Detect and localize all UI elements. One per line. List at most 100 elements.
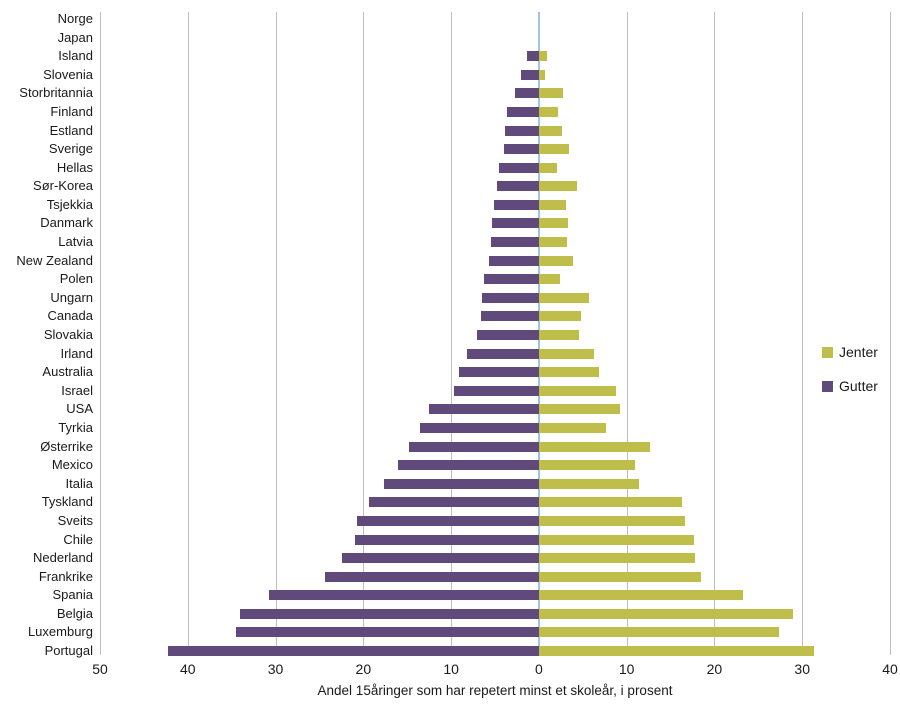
bar-gutter-luxemburg <box>236 627 539 638</box>
legend: Jenter Gutter <box>822 344 878 412</box>
bar-gutter-canada <box>480 311 539 322</box>
x-tick-label: 40 <box>179 661 196 677</box>
bar-jenter-canada <box>538 311 581 322</box>
bar-jenter-latvia <box>538 237 567 248</box>
bar-jenter-irland <box>538 348 595 359</box>
country-label: Chile <box>63 531 93 547</box>
bar-jenter-ungarn <box>538 292 589 303</box>
gridline <box>451 12 453 655</box>
bar-jenter-italia <box>538 478 639 489</box>
bar-gutter-italia <box>384 478 539 489</box>
country-label: Frankrike <box>38 568 93 584</box>
bar-jenter-finland <box>538 106 559 117</box>
bar-jenter-mexico <box>538 460 636 471</box>
country-label: Tsjekkia <box>46 196 93 212</box>
bar-gutter-estland <box>504 125 539 136</box>
country-label: Storbritannia <box>19 85 93 101</box>
jenter-swatch <box>822 346 833 358</box>
bar-gutter-tsjekkia <box>494 199 539 210</box>
bar-jenter-new-zealand <box>538 255 574 266</box>
country-label: Slovakia <box>43 327 93 343</box>
bar-jenter-polen <box>538 274 560 285</box>
bar-gutter-nederland <box>342 553 539 564</box>
country-label: Mexico <box>51 457 93 473</box>
gridline <box>363 12 365 655</box>
country-label: Sør-Korea <box>33 178 93 194</box>
bar-jenter-tyskland <box>538 497 682 508</box>
country-label: Sverige <box>48 141 93 157</box>
country-label: Danmark <box>40 215 93 231</box>
country-label: Østerrike <box>40 438 93 454</box>
bar-gutter-østerrike <box>408 441 539 452</box>
bar-gutter-danmark <box>492 218 539 229</box>
country-label: Italia <box>65 475 93 491</box>
country-label: New Zealand <box>16 252 93 268</box>
bar-jenter-portugal <box>538 646 814 657</box>
bar-gutter-latvia <box>490 237 539 248</box>
country-label: Spania <box>52 587 93 603</box>
bar-jenter-slovenia <box>538 69 546 80</box>
x-tick-label: 40 <box>882 661 898 677</box>
bar-jenter-estland <box>538 125 562 136</box>
bar-jenter-belgia <box>538 608 794 619</box>
bar-gutter-ungarn <box>481 292 539 303</box>
legend-label-jenter: Jenter <box>839 344 878 360</box>
country-label: Israel <box>61 382 93 398</box>
country-label: Australia <box>42 364 93 380</box>
country-label: Latvia <box>58 234 93 250</box>
bar-jenter-spania <box>538 590 743 601</box>
bar-gutter-frankrike <box>324 571 539 582</box>
bar-gutter-israel <box>453 385 539 396</box>
country-label: Island <box>58 48 93 64</box>
bar-gutter-sør-korea <box>496 181 539 192</box>
legend-item-gutter: Gutter <box>822 378 878 394</box>
bar-gutter-polen <box>484 274 539 285</box>
gridline <box>626 12 628 655</box>
legend-item-jenter: Jenter <box>822 344 878 360</box>
country-label: Norge <box>57 11 93 26</box>
country-label: Nederland <box>33 550 93 566</box>
bar-gutter-portugal <box>167 646 539 657</box>
country-label: Canada <box>47 308 93 324</box>
gridline <box>714 12 716 655</box>
bar-gutter-island <box>526 51 539 62</box>
country-label: USA <box>66 401 93 417</box>
bar-gutter-slovakia <box>477 330 539 341</box>
country-label: Slovenia <box>43 66 93 82</box>
country-label: Belgia <box>56 605 93 621</box>
bar-jenter-danmark <box>538 218 568 229</box>
bar-gutter-slovenia <box>521 69 539 80</box>
bar-jenter-usa <box>538 404 620 415</box>
bar-gutter-tyrkia <box>419 422 539 433</box>
gridline <box>890 12 891 655</box>
bar-gutter-australia <box>459 367 539 378</box>
x-tick-label: 30 <box>267 661 284 677</box>
country-label: Tyrkia <box>58 419 93 435</box>
country-label: Finland <box>50 103 93 119</box>
bar-jenter-storbritannia <box>538 88 563 99</box>
x-tick-label: 0 <box>534 661 543 677</box>
country-label: Tyskland <box>41 494 93 510</box>
bar-gutter-spania <box>269 590 539 601</box>
bar-gutter-sveits <box>357 515 539 526</box>
bar-jenter-chile <box>538 534 695 545</box>
bar-gutter-irland <box>466 348 539 359</box>
gridline <box>275 12 277 655</box>
country-label: Luxemburg <box>27 624 93 640</box>
x-tick-label: 10 <box>618 661 635 677</box>
bar-jenter-island <box>538 51 547 62</box>
bar-jenter-tyrkia <box>538 422 606 433</box>
gridline <box>187 12 189 655</box>
bar-gutter-sverige <box>503 144 539 155</box>
country-label: Ungarn <box>50 289 93 305</box>
country-label: Hellas <box>56 159 93 175</box>
x-tick-label: 50 <box>92 661 108 677</box>
x-tick-label: 20 <box>355 661 372 677</box>
bar-gutter-chile <box>354 534 539 545</box>
country-label: Sveits <box>57 512 93 528</box>
country-label: Japan <box>57 29 93 45</box>
x-axis-title: Andel 15åringer som har repetert minst e… <box>317 683 673 698</box>
gridline <box>802 12 804 655</box>
bar-jenter-sør-korea <box>538 181 577 192</box>
